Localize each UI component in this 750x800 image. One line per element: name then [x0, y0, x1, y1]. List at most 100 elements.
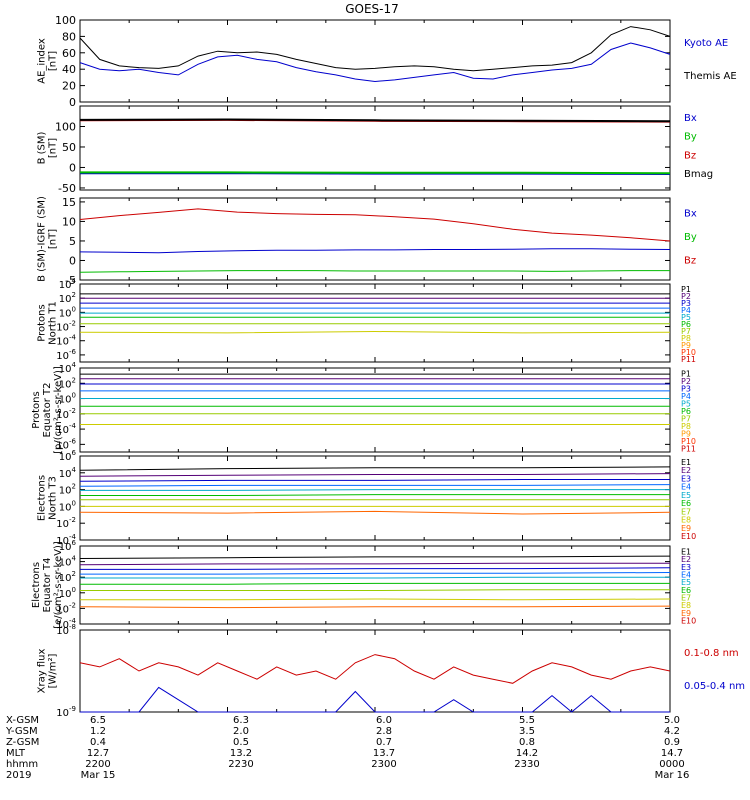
y-axis-label: [W/m²] [48, 653, 59, 688]
bottom-axis-value: 2.0 [233, 726, 249, 737]
legend-item: E9 [681, 524, 691, 533]
legend-item: Themis AE [683, 71, 737, 82]
series-line-E6 [80, 582, 670, 585]
y-axis-label: Equator T2 [42, 383, 53, 438]
bottom-axis-row-label: 2019 [6, 770, 31, 781]
y-tick-label: -5 [65, 274, 76, 287]
bottom-axis-row-label: X-GSM [6, 715, 39, 726]
legend-item: E8 [681, 601, 691, 610]
legend-item: E9 [681, 609, 691, 618]
y-tick-label: 50 [62, 141, 76, 154]
panel-frame [79, 105, 671, 191]
y-axis-label: AE_index [37, 38, 48, 84]
legend-item: E4 [681, 483, 691, 492]
legend-item: P8 [681, 422, 691, 431]
legend-item: Kyoto AE [684, 38, 728, 49]
y-axis-label: Protons [31, 391, 42, 428]
y-axis-label: [e/(cm²-s-sr-keV)] [53, 541, 64, 629]
legend-item: E6 [681, 586, 691, 595]
legend-item: Bmag [684, 169, 713, 180]
legend-item: 0.05-0.4 nm [684, 681, 745, 692]
legend-item: P3 [681, 385, 691, 394]
bottom-axis-value: 0000 [659, 759, 684, 770]
y-tick-label: 5 [69, 235, 76, 248]
series-line-E9 [79, 510, 671, 515]
legend-item: E10 [681, 532, 696, 541]
y-axis-label: B (SM)-IGRF (SM) [37, 196, 48, 282]
series-line-E1 [79, 555, 671, 559]
legend-item: E3 [681, 563, 691, 572]
y-axis-label: B (SM) [37, 131, 48, 164]
legend-item: P3 [681, 299, 691, 308]
bottom-axis-value: 6.5 [90, 715, 106, 726]
y-tick-label: 40 [62, 63, 76, 76]
legend-item: E1 [681, 548, 691, 557]
y-axis-label: [nT] [48, 229, 59, 249]
bottom-axis-value: 5.0 [664, 715, 680, 726]
bottom-axis-value: 6.3 [233, 715, 249, 726]
y-tick-label: 10-2 [56, 516, 76, 530]
series-line-P8 [79, 330, 671, 334]
series-line-Bz [79, 208, 671, 242]
legend-item: P10 [681, 437, 696, 446]
y-tick-label: 100 [59, 305, 76, 319]
legend-item: E4 [681, 571, 691, 580]
bottom-axis-value: 6.0 [376, 715, 392, 726]
y-axis-label: Electrons [31, 562, 42, 608]
y-tick-label: 100 [55, 14, 76, 27]
panel-8: 10-9 10-8 Xray flux [W/m²] 0.1-0.8 nm 0.05-0.… [37, 623, 746, 719]
bottom-axis-value: 0.8 [519, 737, 535, 748]
y-tick-label: 10-9 [56, 705, 76, 719]
legend-item: E10 [681, 616, 696, 625]
series-line-Kyoto AE [79, 42, 671, 83]
legend-item: E6 [681, 499, 691, 508]
panel-frame [79, 197, 671, 281]
bottom-axis-value: 14.7 [661, 748, 683, 759]
series-line-Bmag [79, 118, 671, 123]
legend-item: P8 [681, 334, 691, 343]
bottom-axis-value: 2200 [85, 759, 110, 770]
y-axis-label: [nT] [48, 51, 59, 71]
series-line-E5 [80, 576, 670, 579]
legend-item: P11 [681, 355, 696, 364]
y-tick-label: 10 [62, 215, 76, 228]
bottom-axis-row-label: MLT [6, 748, 26, 759]
series-line-E8 [80, 598, 671, 601]
bottom-axis-value: Mar 16 [655, 770, 690, 781]
legend-item: Bx [684, 113, 697, 124]
legend-item: P2 [681, 377, 691, 386]
y-tick-label: 10-6 [56, 348, 76, 362]
bottom-axis-value: 3.5 [519, 726, 535, 737]
y-tick-label: -50 [58, 182, 76, 195]
legend-item: E8 [681, 516, 691, 525]
legend-item: By [684, 232, 697, 243]
panel-frame [79, 283, 671, 363]
legend-item: E7 [681, 507, 691, 516]
y-tick-label: 100 [59, 499, 76, 513]
y-tick-label: 102 [59, 291, 76, 305]
bottom-axis-value: 2230 [228, 759, 253, 770]
panel-frame [79, 367, 671, 453]
y-axis-label: Xray flux [37, 649, 48, 694]
y-axis-label: [nT] [48, 138, 59, 158]
y-tick-label: 0 [69, 254, 76, 267]
legend-item: P10 [681, 348, 696, 357]
legend-item: P2 [681, 292, 691, 301]
legend-item: E5 [681, 578, 691, 587]
legend-item: E2 [681, 466, 691, 475]
legend-item: P5 [681, 313, 691, 322]
legend-item: Bx [684, 209, 697, 220]
y-axis-label: Electrons [37, 475, 48, 521]
y-tick-label: 0 [69, 96, 76, 109]
bottom-axis-row-label: hhmm [6, 759, 38, 770]
legend-item: E7 [681, 593, 691, 602]
y-axis-label: [p/(cm²-s-sr-keV)] [53, 366, 64, 454]
y-tick-label: 10-8 [56, 623, 76, 637]
legend-item: E1 [681, 458, 691, 467]
legend-item: P7 [681, 327, 691, 336]
legend-item: P1 [681, 285, 691, 294]
bottom-axis-value: 0.7 [376, 737, 392, 748]
